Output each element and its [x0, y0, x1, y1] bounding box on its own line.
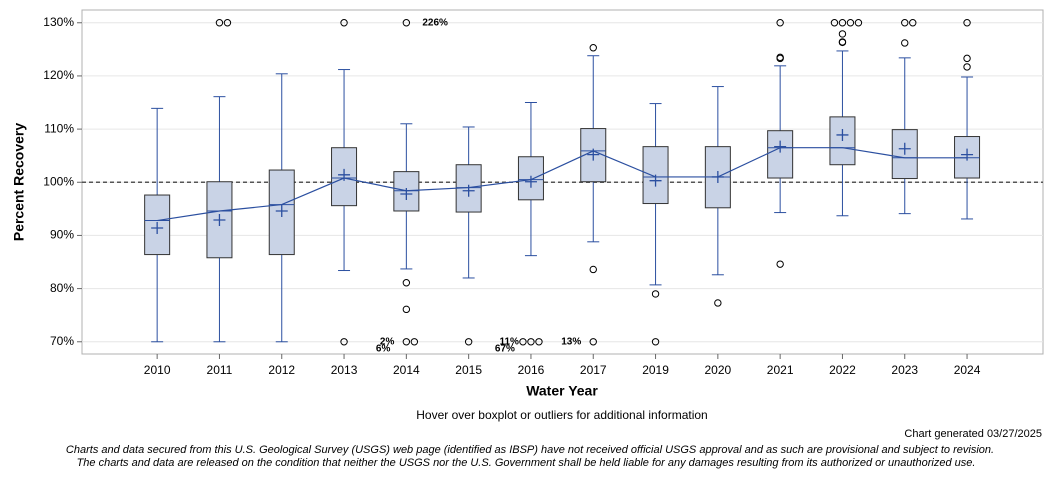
- y-tick-label: 110%: [44, 121, 74, 135]
- outlier: [838, 19, 847, 27]
- mean-marker: [961, 148, 974, 161]
- x-tick-label: 2013: [331, 363, 358, 377]
- x-tick-label: 2019: [642, 363, 669, 377]
- outlier: [909, 19, 917, 27]
- x-tick-label: 2020: [704, 363, 731, 377]
- outlier: [776, 54, 784, 63]
- outlier: [340, 19, 348, 27]
- hover-note: Hover over boxplot or outliers for addit…: [416, 408, 707, 422]
- box: [829, 116, 856, 166]
- annotation: 6%: [376, 343, 391, 354]
- mean-marker: [774, 140, 787, 153]
- y-tick-label: 130%: [43, 15, 74, 29]
- x-tick-label: 2017: [580, 363, 607, 377]
- annotation: 2%: [380, 336, 395, 347]
- outlier: [589, 338, 597, 346]
- y-tick-label: 80%: [50, 281, 74, 295]
- x-tick-label: 2023: [891, 363, 918, 377]
- outlier: [901, 19, 909, 27]
- outlier: [714, 299, 722, 307]
- x-tick-label: 2011: [207, 363, 233, 377]
- outlier: [901, 39, 909, 47]
- outlier: [589, 44, 597, 52]
- outlier: [402, 279, 411, 287]
- x-tick-label: 2012: [268, 363, 295, 377]
- box: [767, 130, 794, 179]
- mean-marker: [151, 221, 164, 234]
- generated-note: Chart generated 03/27/2025: [904, 428, 1042, 440]
- outlier: [215, 19, 224, 27]
- y-axis-label: Percent Recovery: [11, 123, 27, 242]
- mean-marker: [275, 204, 288, 217]
- outlier: [963, 19, 971, 27]
- outlier: [963, 63, 971, 71]
- mean-marker: [462, 184, 475, 197]
- x-tick-label: 2014: [393, 363, 420, 377]
- outlier: [830, 19, 839, 27]
- mean-marker: [400, 187, 413, 200]
- outlier: [410, 338, 419, 346]
- mean-marker: [213, 214, 226, 227]
- outlier: [223, 19, 232, 27]
- outlier: [963, 54, 971, 63]
- outlier: [838, 38, 847, 47]
- outlier: [527, 338, 535, 346]
- y-tick-label: 100%: [43, 174, 74, 188]
- outlier: [402, 338, 411, 346]
- mean-marker: [524, 175, 537, 188]
- annotation: 13%: [561, 336, 581, 347]
- x-tick-label: 2024: [954, 363, 981, 377]
- outlier: [776, 260, 784, 268]
- median-line: [157, 147, 968, 222]
- outlier: [402, 19, 411, 27]
- x-tick-label: 2021: [767, 363, 794, 377]
- y-tick-label: 70%: [50, 334, 74, 348]
- annotation: 11%: [499, 336, 519, 347]
- mean-marker: [338, 168, 351, 181]
- x-tick-label: 2016: [518, 363, 545, 377]
- y-tick-label: 90%: [50, 228, 74, 242]
- outlier: [519, 338, 527, 346]
- outlier: [838, 30, 847, 38]
- disclaimer: Charts and data secured from this U.S. G…: [66, 444, 994, 456]
- outlier: [776, 19, 784, 27]
- x-axis-label: Water Year: [526, 383, 598, 399]
- outlier: [846, 19, 855, 27]
- annotation: 226%: [422, 17, 448, 28]
- y-tick-label: 120%: [43, 68, 74, 82]
- x-tick-label: 2010: [144, 363, 171, 377]
- mean-marker: [836, 128, 849, 141]
- outlier: [651, 290, 660, 298]
- outlier: [854, 19, 863, 27]
- disclaimer: The charts and data are released on the …: [77, 457, 976, 469]
- outlier: [651, 338, 660, 346]
- outlier: [535, 338, 543, 346]
- x-tick-label: 2022: [829, 363, 856, 377]
- mean-marker: [898, 142, 911, 155]
- annotation: 67%: [495, 343, 515, 354]
- outlier: [464, 338, 473, 346]
- outlier: [589, 265, 597, 274]
- x-tick-label: 2015: [455, 363, 482, 377]
- outlier: [402, 305, 411, 314]
- outlier: [340, 338, 348, 346]
